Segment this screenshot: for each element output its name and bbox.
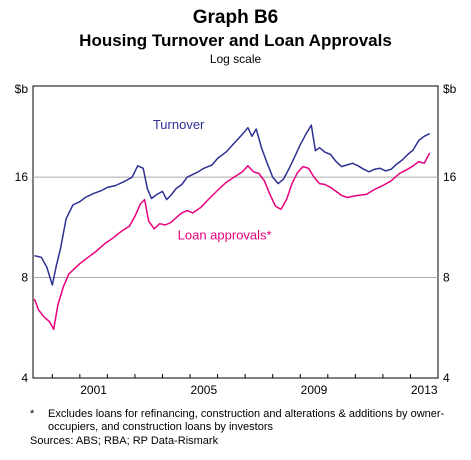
sources-note: Sources: ABS; RBA; RP Data-Rismark (30, 435, 219, 447)
chart-header: Graph B6 Housing Turnover and Loan Appro… (0, 6, 471, 67)
footnote-marker: * (30, 408, 35, 420)
y-tick-label-right: 16 (443, 170, 457, 184)
y-tick-label-left: 8 (21, 271, 28, 285)
y-tick-label-right: 4 (443, 371, 450, 385)
y-tick-label-right: 8 (443, 271, 450, 285)
chart-title: Housing Turnover and Loan Approvals (79, 31, 392, 50)
x-tick-label: 2001 (80, 383, 107, 397)
chart-notes: * Excludes loans for refinancing, constr… (30, 408, 455, 448)
y-unit-right: $b (443, 82, 457, 96)
y-unit-left: $b (15, 82, 29, 96)
footnote-text: Excludes loans for refinancing, construc… (48, 408, 445, 433)
series-label-turnover: Turnover (153, 117, 205, 132)
plot-frame (32, 85, 439, 379)
y-tick-label-left: 16 (15, 170, 29, 184)
chart-subtitle: Log scale (209, 52, 262, 66)
footnote: * Excludes loans for refinancing, constr… (30, 408, 455, 434)
graph-number: Graph B6 (192, 7, 279, 28)
y-tick-label-left: 4 (21, 371, 28, 385)
series-label-loan-approvals: Loan approvals* (178, 228, 272, 243)
x-tick-label: 2009 (301, 383, 328, 397)
x-tick-label: 2005 (190, 383, 217, 397)
line-chart: 4 4 8 8 16 16 $b $b 2001 2005 2009 2013 Turnover Loan… (15, 82, 457, 397)
series-line-turnover (34, 124, 431, 286)
series-line-loan-approvals (33, 152, 431, 330)
x-tick-label: 2013 (411, 383, 438, 397)
